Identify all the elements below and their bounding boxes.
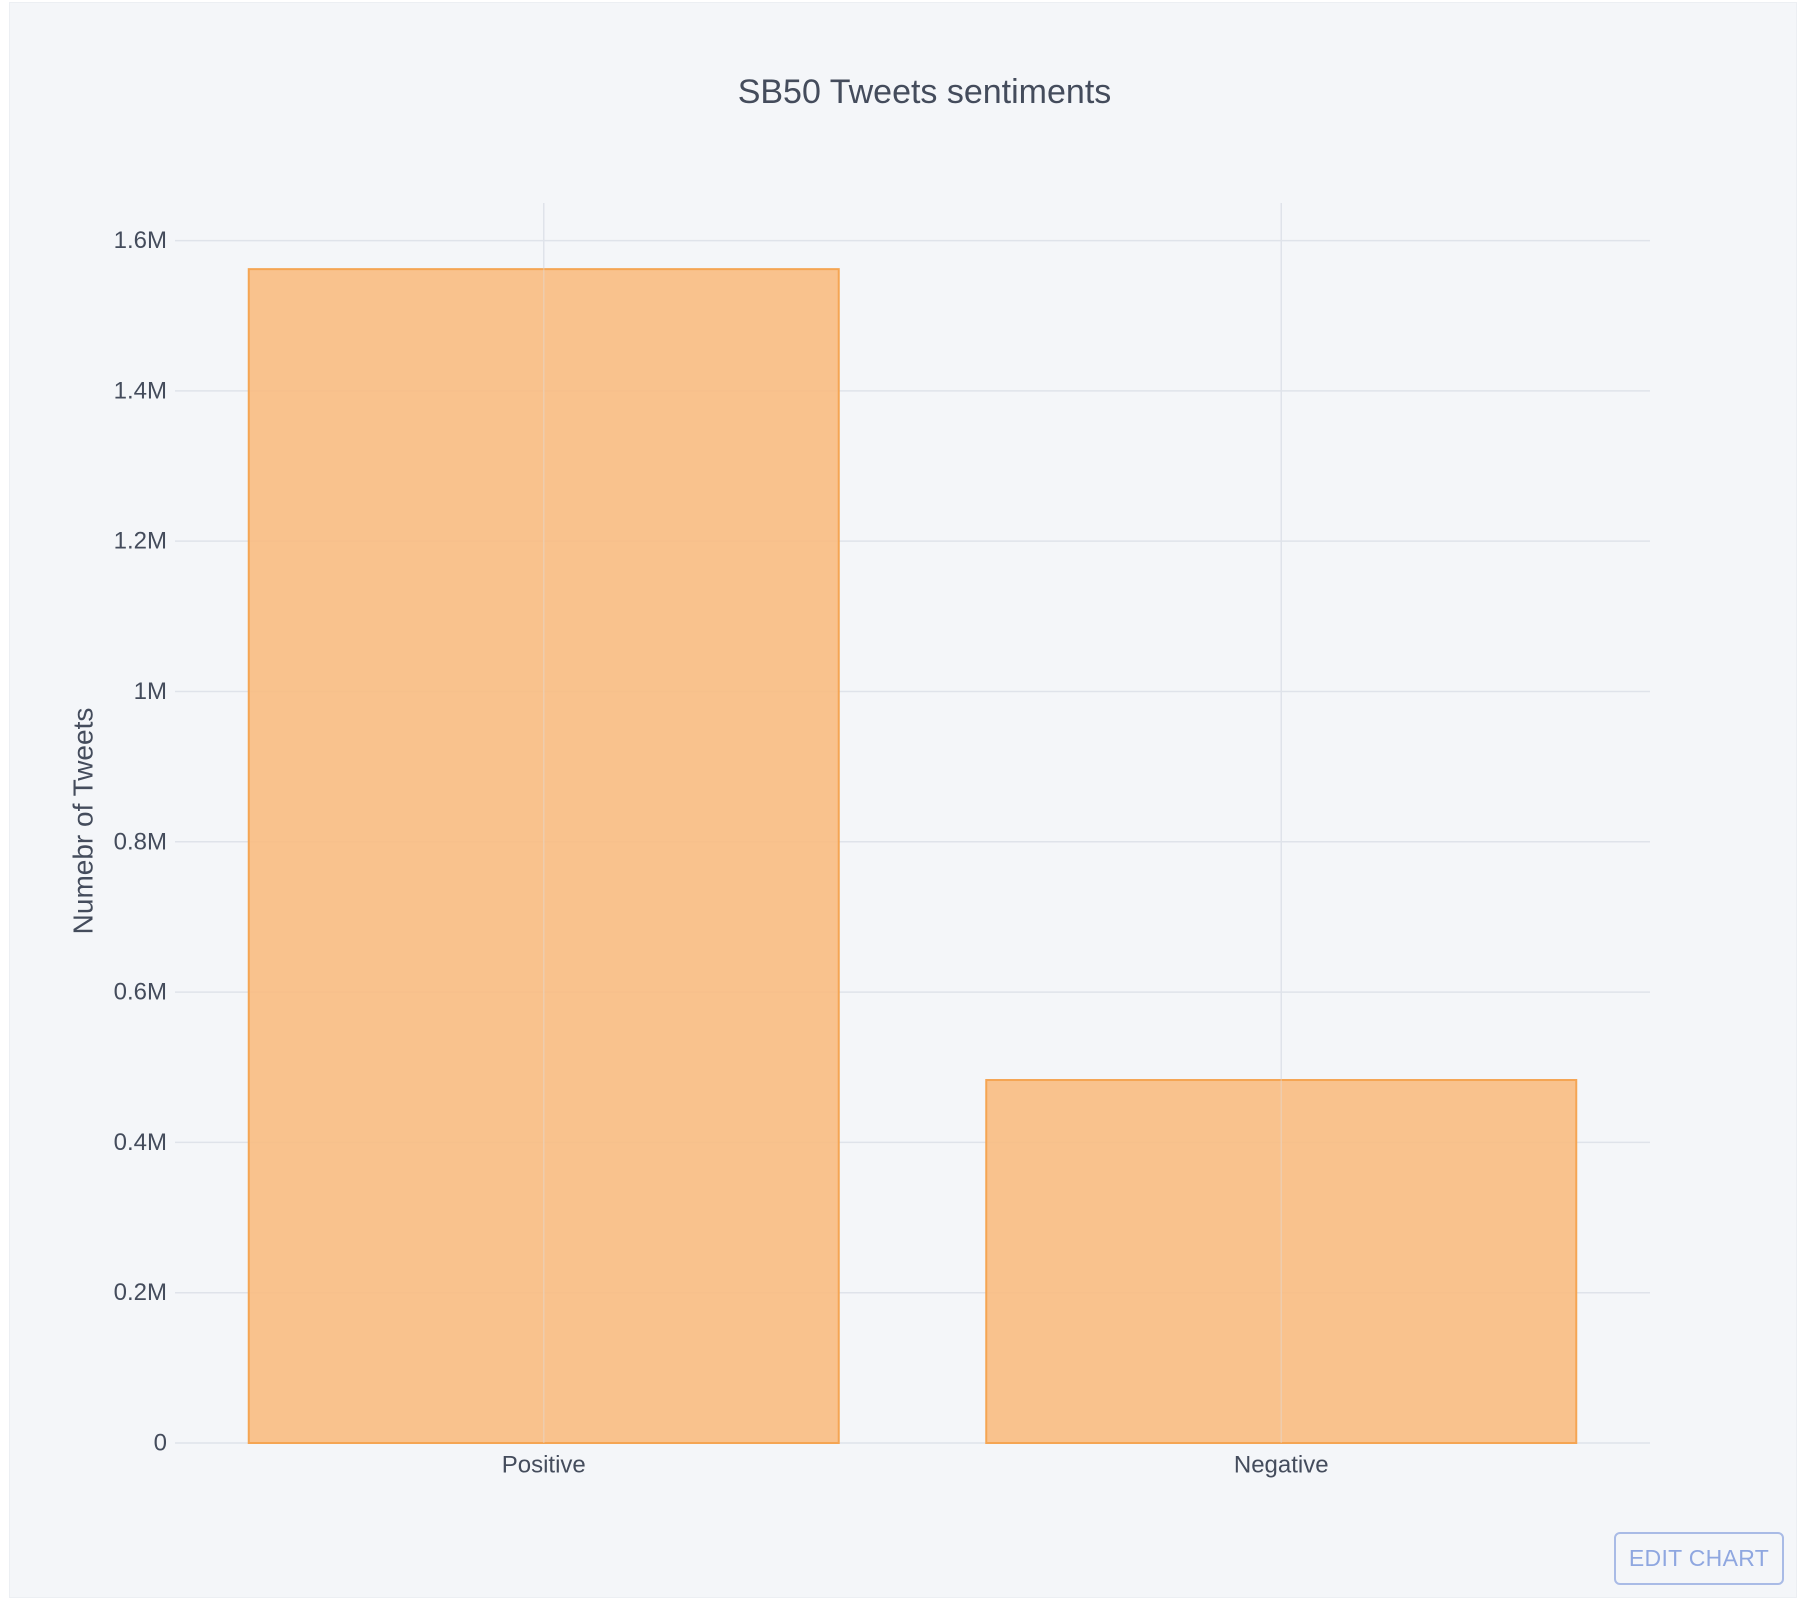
bar-chart: SB50 Tweets sentiments Numebr of Tweets … <box>68 73 1650 1479</box>
y-axis-label: Numebr of Tweets <box>68 708 99 935</box>
y-tick-label: 1.2M <box>114 528 167 555</box>
chart-title: SB50 Tweets sentiments <box>738 73 1112 111</box>
y-tick-label: 0.8M <box>114 828 167 855</box>
y-tick-label: 0 <box>154 1430 167 1457</box>
y-tick-label: 1.6M <box>114 227 167 254</box>
y-tick-label: 1M <box>134 678 167 705</box>
gridline-overlay <box>543 203 1282 1443</box>
y-tick-label: 1.4M <box>114 377 167 404</box>
bar-negative[interactable] <box>985 1079 1578 1444</box>
x-tick-label: Negative <box>1234 1452 1329 1479</box>
x-tick-label: Positive <box>502 1452 586 1479</box>
edit-chart-button[interactable]: EDIT CHART <box>1614 1532 1784 1585</box>
y-tick-label: 0.4M <box>114 1129 167 1156</box>
bar-positive[interactable] <box>247 268 840 1445</box>
y-axis-ticks: 0 0.2M 0.4M 0.6M 0.8M 1M 1.2M 1.4M 1.6M <box>114 227 167 1456</box>
chart-container: SB50 Tweets sentiments Numebr of Tweets … <box>9 2 1797 1598</box>
bars <box>247 268 1578 1445</box>
y-tick-label: 0.6M <box>114 979 167 1006</box>
y-tick-label: 0.2M <box>114 1279 167 1306</box>
x-axis-ticks: Positive Negative <box>502 1452 1329 1479</box>
